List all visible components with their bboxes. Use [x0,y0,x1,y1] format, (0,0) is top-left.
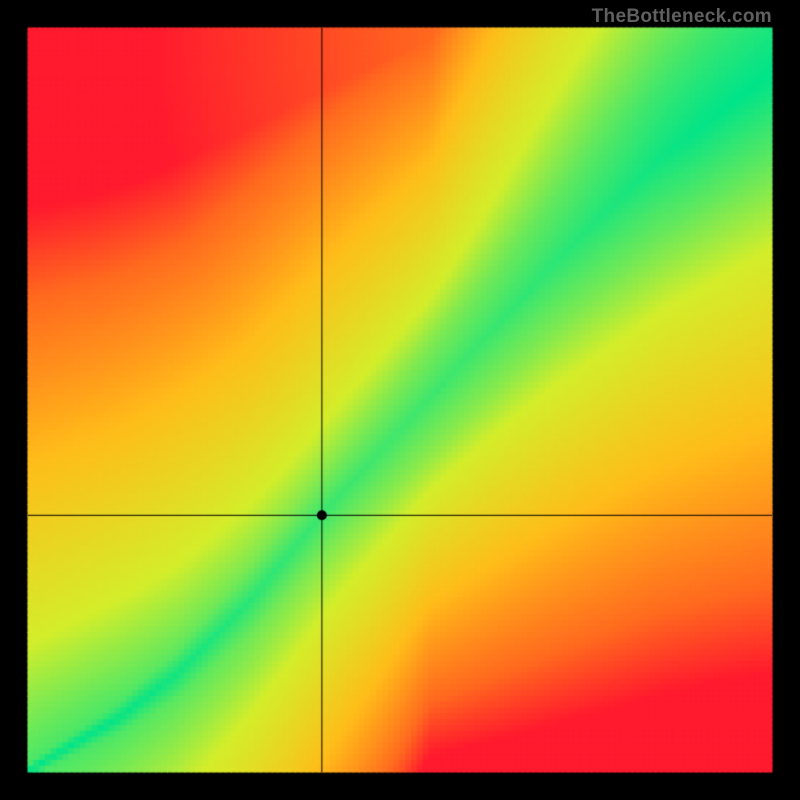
watermark-label: TheBottleneck.com [592,6,772,28]
bottleneck-heatmap [0,0,800,800]
chart-container: TheBottleneck.com [0,0,800,800]
